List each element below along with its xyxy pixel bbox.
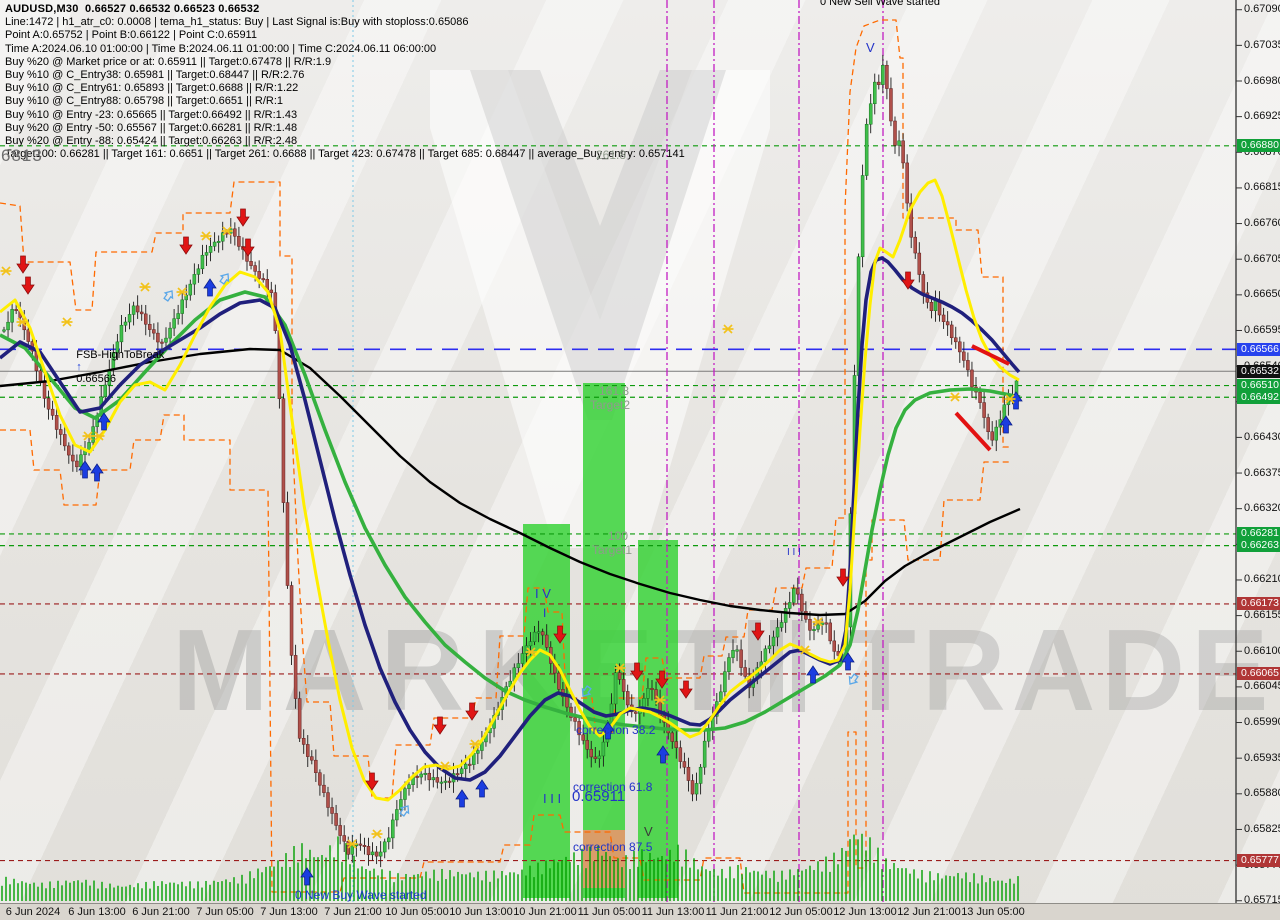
time-axis: 6 Jun 2024 6 Jun 13:00 6 Jun 21:00 7 Jun 05… <box>0 903 1280 920</box>
volume-histogram <box>1 833 1019 901</box>
signal-markers <box>0 208 1023 886</box>
price-axis-tick: 0.66815 <box>1244 181 1280 194</box>
time-axis-label: 7 Jun 21:00 <box>324 906 382 918</box>
price-axis-tick: 0.66650 <box>1244 288 1280 301</box>
price-axis-tick: 0.66595 <box>1244 323 1280 336</box>
time-axis-label: 10 Jun 21:00 <box>513 906 577 918</box>
time-axis-label: 11 Jun 05:00 <box>577 906 641 918</box>
horizontal-level-lines <box>0 145 1236 862</box>
time-axis-label: 6 Jun 13:00 <box>68 906 126 918</box>
wave-iii-label: I I I <box>543 791 562 806</box>
time-axis-label: 12 Jun 05:00 <box>769 906 833 918</box>
info-line: Buy %10 @ Entry -23: 0.65665 || Target:0… <box>5 108 298 121</box>
price-axis-tick: 0.65935 <box>1244 751 1280 764</box>
price-level-badge: 0.66510 <box>1237 379 1280 393</box>
target1-label: Target1 <box>592 543 633 557</box>
correction-38-label: correction 38.2 <box>576 723 656 737</box>
price-axis-tick: 0.66705 <box>1244 252 1280 265</box>
fib-100-label: 100 <box>608 529 629 543</box>
price-axis-tick: 0.65990 <box>1244 716 1280 729</box>
info-line: Point A:0.65752 | Point B:0.66122 | Poin… <box>5 29 257 42</box>
fib-161-label: 161.8 <box>599 384 630 398</box>
price-level-badge: 0.66281 <box>1237 527 1280 541</box>
price-axis-tick: 0.66375 <box>1244 466 1280 479</box>
indicator-info-block: AUDUSD,M30 0.66527 0.66532 0.66523 0.665… <box>5 3 685 161</box>
wave-iii-marks: I I I <box>787 547 801 558</box>
price-axis-tick: 0.66320 <box>1244 502 1280 515</box>
price-axis-tick: 0.65825 <box>1244 822 1280 835</box>
info-line: Time A:2024.06.10 01:00:00 | Time B:2024… <box>5 42 437 55</box>
info-line: Buy %10 @ C_Entry61: 0.65893 || Target:0… <box>5 82 299 95</box>
chart-frame <box>1235 0 1242 903</box>
info-line: Buy %20 @ Entry -88: 0.65424 || Target:0… <box>5 135 298 148</box>
wave-iv-label: I V <box>535 586 551 601</box>
price-level-badge: 0.66532 <box>1237 364 1280 378</box>
time-axis-label: 7 Jun 13:00 <box>260 906 318 918</box>
up-arrow-icon: ↑ <box>76 361 82 373</box>
info-line: Buy %10 @ C_Entry88: 0.65798 || Target:0… <box>5 95 283 108</box>
wave-v-label: V <box>644 824 653 839</box>
price-axis-tick: 0.66430 <box>1244 430 1280 443</box>
corner-number-label: 6813 <box>1 146 43 165</box>
info-line: Buy %20 @ Entry -50: 0.65567 || Target:0… <box>5 121 298 134</box>
info-line: Buy %10 @ C_Entry38: 0.65981 || Target:0… <box>5 69 305 82</box>
fsb-high-to-break-label: FSB-HighToBreak ↑ 0.66566 <box>64 337 164 397</box>
price-level-badge: 0.66880 <box>1237 139 1280 153</box>
target2-label: Target2 <box>590 398 631 412</box>
price-axis-tick: 0.67090 <box>1244 3 1280 16</box>
time-axis-label: 13 Jun 05:00 <box>961 906 1025 918</box>
fib-261-label: 261.8 <box>596 148 627 162</box>
price-level-badge: 0.66566 <box>1237 342 1280 356</box>
wave-vi-label: V <box>866 40 875 55</box>
time-axis-label: 10 Jun 05:00 <box>385 906 449 918</box>
time-axis-label: 7 Jun 05:00 <box>196 906 254 918</box>
price-axis-tick: 0.65880 <box>1244 787 1280 800</box>
price-axis-tick: 0.66210 <box>1244 573 1280 586</box>
price-axis-tick: 0.66925 <box>1244 110 1280 123</box>
new-buy-wave-note: 0 New Buy Wave started <box>295 888 427 902</box>
price-level-badge: 0.66263 <box>1237 539 1280 553</box>
red-trendline-segments <box>954 344 1010 452</box>
price-level-badge: 0.66492 <box>1237 390 1280 404</box>
price-axis-tick: 0.65715 <box>1244 894 1280 907</box>
pointc-price-label: 0.65911 <box>572 788 626 805</box>
correction-61-label: correction 61.8 <box>573 780 653 794</box>
price-level-badge: 0.66065 <box>1237 667 1280 681</box>
info-line: Buy %20 @ Market price or at: 0.65911 ||… <box>5 55 332 68</box>
correction-87-label: correction 87.5 <box>573 840 653 854</box>
price-level-badge: 0.65777 <box>1237 854 1280 868</box>
price-axis-tick: 0.66045 <box>1244 680 1280 693</box>
price-axis-tick: 0.66100 <box>1244 644 1280 657</box>
price-level-badge: 0.66173 <box>1237 597 1280 611</box>
watermark-trade: TRADE <box>845 605 1275 735</box>
fsb-value: 0.66566 <box>76 373 116 385</box>
time-axis-label: 6 Jun 2024 <box>5 906 61 918</box>
info-line: Target100: 0.66281 || Target 161: 0.6651… <box>5 148 685 161</box>
moving-averages <box>0 178 1021 802</box>
time-axis-label: 12 Jun 13:00 <box>833 906 897 918</box>
time-axis-label: 6 Jun 21:00 <box>132 906 190 918</box>
time-axis-label: 10 Jun 13:00 <box>449 906 513 918</box>
time-axis-label: 12 Jun 21:00 <box>897 906 961 918</box>
time-axis-label: 11 Jun 13:00 <box>641 906 705 918</box>
price-axis-tick: 0.66760 <box>1244 217 1280 230</box>
watermark-bar <box>748 620 761 712</box>
price-axis-tick: 0.67035 <box>1244 38 1280 51</box>
price-axis-tick: 0.66980 <box>1244 74 1280 87</box>
info-line: Line:1472 | h1_atr_c0: 0.0008 | tema_h1_… <box>5 16 469 29</box>
price-axis-tick: 0.66155 <box>1244 609 1280 622</box>
fsb-label: FSB-HighToBreak <box>76 349 165 361</box>
time-axis-label: 11 Jun 21:00 <box>705 906 769 918</box>
info-line: AUDUSD,M30 0.66527 0.66532 0.66523 0.665… <box>5 3 260 15</box>
new-sell-wave-note: 0 New Sell Wave started <box>820 0 941 8</box>
wave-i-label: I <box>543 606 547 620</box>
brand-logo-watermark <box>430 70 770 548</box>
